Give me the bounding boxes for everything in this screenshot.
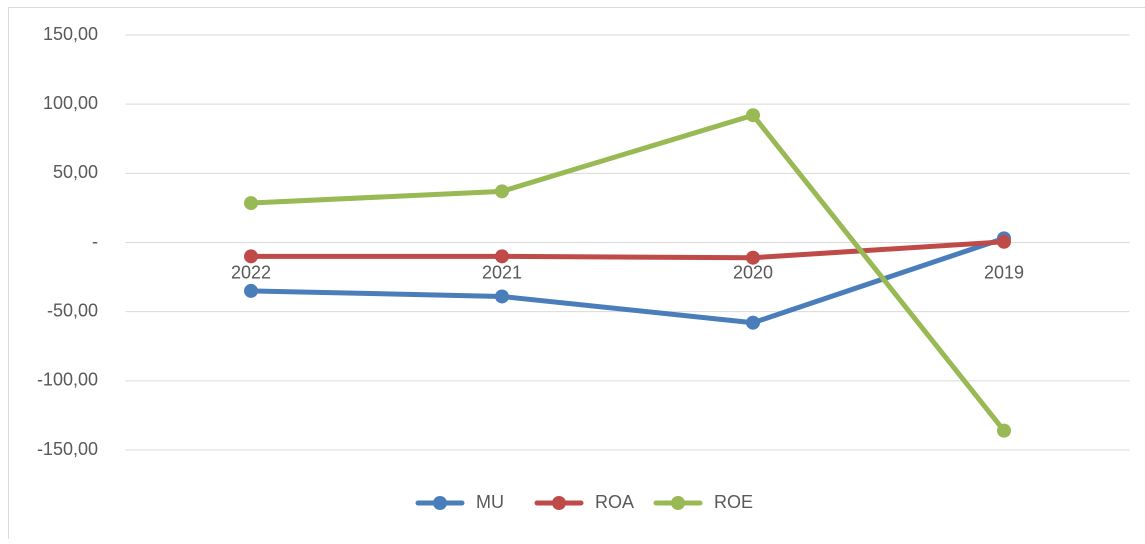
x-tick-label: 2021 xyxy=(482,262,522,282)
y-tick-label: 100,00 xyxy=(43,93,98,113)
series-marker xyxy=(244,249,258,263)
y-tick-label: -150,00 xyxy=(37,439,98,459)
y-tick-label: 150,00 xyxy=(43,24,98,44)
series-marker xyxy=(997,424,1011,438)
y-tick-label: 50,00 xyxy=(53,162,98,182)
series-marker xyxy=(746,108,760,122)
series-marker xyxy=(244,196,258,210)
x-tick-label: 2019 xyxy=(984,262,1024,282)
y-tick-label: -100,00 xyxy=(37,370,98,390)
legend-label: MU xyxy=(476,492,504,512)
series-marker xyxy=(495,289,509,303)
legend-marker xyxy=(671,496,685,510)
series-marker xyxy=(244,284,258,298)
series-marker xyxy=(495,184,509,198)
y-tick-label: -50,00 xyxy=(47,300,98,320)
x-tick-label: 2022 xyxy=(231,262,271,282)
legend-marker xyxy=(552,496,566,510)
x-tick-label: 2020 xyxy=(733,262,773,282)
legend-label: ROA xyxy=(595,492,634,512)
series-marker xyxy=(746,316,760,330)
series-marker xyxy=(495,249,509,263)
series-marker xyxy=(746,251,760,265)
legend-label: ROE xyxy=(714,492,753,512)
legend-marker xyxy=(433,496,447,510)
series-marker xyxy=(997,235,1011,249)
y-tick-label: - xyxy=(92,231,98,251)
chart-border xyxy=(9,8,1145,540)
